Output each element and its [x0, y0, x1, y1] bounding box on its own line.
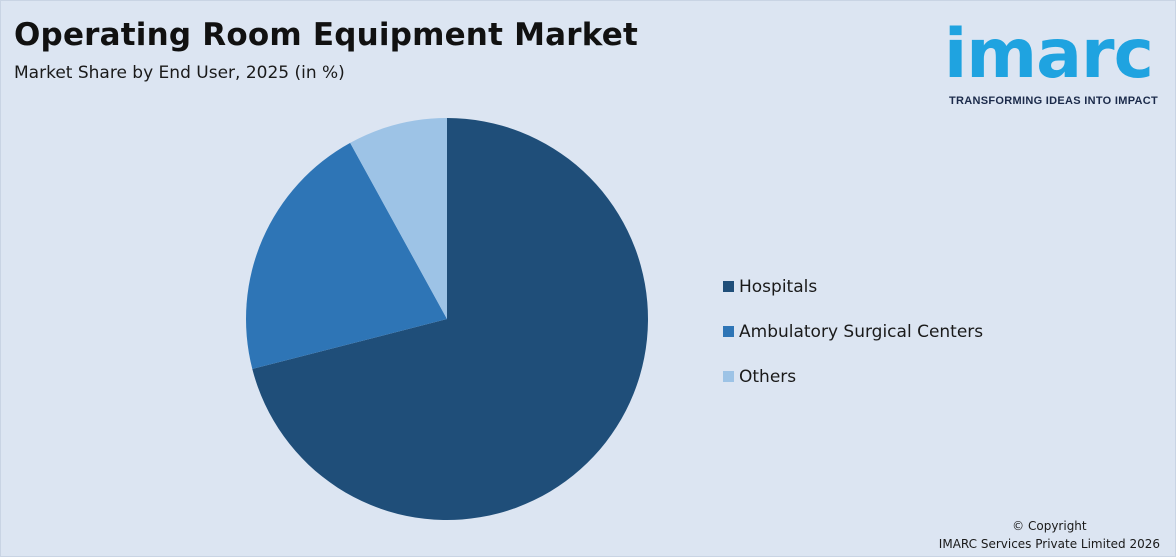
legend-item-others: Others: [723, 354, 983, 399]
legend-swatch-others: [723, 371, 734, 382]
legend-swatch-ambulatory-surgical-centers: [723, 326, 734, 337]
chart-title: Operating Room Equipment Market: [14, 17, 638, 53]
legend-label-others: Others: [739, 366, 797, 387]
chart-legend: Hospitals Ambulatory Surgical Centers Ot…: [723, 264, 983, 399]
pie-slice-others: [350, 118, 447, 319]
legend-item-hospitals: Hospitals: [723, 264, 983, 309]
copyright-line-2: IMARC Services Private Limited 2026: [938, 537, 1160, 551]
chart-subtitle: Market Share by End User, 2025 (in %): [14, 63, 345, 83]
legend-item-ambulatory-surgical-centers: Ambulatory Surgical Centers: [723, 309, 983, 354]
pie-slice-ambulatory-surgical-centers: [245, 142, 447, 369]
imarc-logo: imarc TRANSFORMING IDEAS INTO IMPACT: [944, 11, 1174, 111]
logo-tagline: TRANSFORMING IDEAS INTO IMPACT: [949, 95, 1159, 107]
pie-slice-hospitals: [252, 118, 648, 520]
legend-label-ambulatory-surgical-centers: Ambulatory Surgical Centers: [739, 321, 984, 342]
logo-wordmark: imarc: [944, 15, 1154, 94]
copyright-line-1: © Copyright: [1012, 519, 1087, 533]
pie-slices-group: [245, 118, 648, 520]
pie-chart: [245, 118, 648, 520]
legend-swatch-hospitals: [723, 281, 734, 292]
copyright-notice: © Copyright IMARC Services Private Limit…: [939, 517, 1160, 553]
legend-label-hospitals: Hospitals: [739, 276, 818, 297]
